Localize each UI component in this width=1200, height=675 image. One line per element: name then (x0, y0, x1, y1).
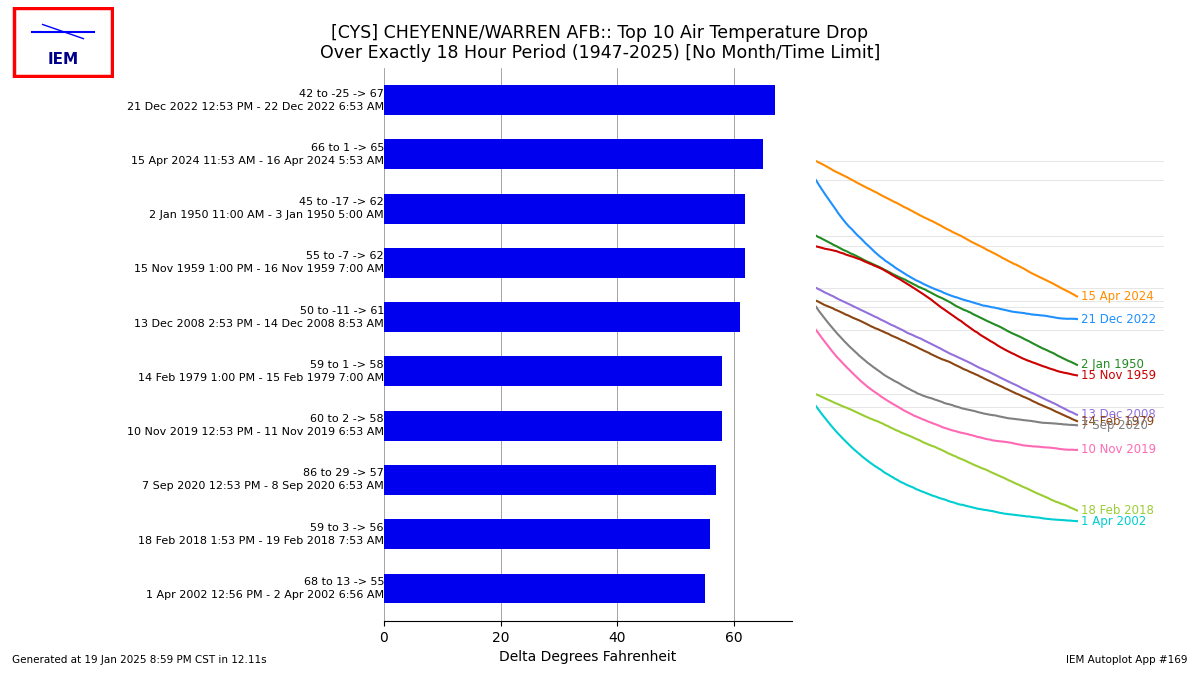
Text: 50 to -11 -> 61: 50 to -11 -> 61 (300, 306, 384, 316)
Text: 21 Dec 2022 12:53 PM - 22 Dec 2022 6:53 AM: 21 Dec 2022 12:53 PM - 22 Dec 2022 6:53 … (127, 101, 384, 111)
Bar (384, 194, 745, 223)
Text: 15 Nov 1959 1:00 PM - 16 Nov 1959 7:00 AM: 15 Nov 1959 1:00 PM - 16 Nov 1959 7:00 A… (134, 265, 384, 274)
Text: 59 to 1 -> 58: 59 to 1 -> 58 (311, 360, 384, 370)
Text: 10 Nov 2019 12:53 PM - 11 Nov 2019 6:53 AM: 10 Nov 2019 12:53 PM - 11 Nov 2019 6:53 … (127, 427, 384, 437)
Text: 59 to 3 -> 56: 59 to 3 -> 56 (311, 522, 384, 533)
Text: 86 to 29 -> 57: 86 to 29 -> 57 (304, 468, 384, 479)
Text: 15 Nov 1959: 15 Nov 1959 (1081, 369, 1157, 382)
Text: 55 to -7 -> 62: 55 to -7 -> 62 (306, 251, 384, 261)
Text: 60 to 2 -> 58: 60 to 2 -> 58 (311, 414, 384, 424)
Text: 66 to 1 -> 65: 66 to 1 -> 65 (311, 143, 384, 153)
Text: 45 to -17 -> 62: 45 to -17 -> 62 (299, 197, 384, 207)
FancyBboxPatch shape (14, 8, 112, 76)
Text: 21 Dec 2022: 21 Dec 2022 (1081, 313, 1157, 325)
Bar (384, 519, 710, 549)
Text: 15 Apr 2024 11:53 AM - 16 Apr 2024 5:53 AM: 15 Apr 2024 11:53 AM - 16 Apr 2024 5:53 … (131, 156, 384, 166)
Text: IEM: IEM (48, 53, 78, 68)
Text: 10 Nov 2019: 10 Nov 2019 (1081, 443, 1157, 456)
Text: 68 to 13 -> 55: 68 to 13 -> 55 (304, 577, 384, 587)
Bar (384, 574, 704, 603)
Text: 15 Apr 2024: 15 Apr 2024 (1081, 290, 1154, 303)
Text: Over Exactly 18 Hour Period (1947-2025) [No Month/Time Limit]: Over Exactly 18 Hour Period (1947-2025) … (320, 44, 880, 62)
Text: 14 Feb 1979 1:00 PM - 15 Feb 1979 7:00 AM: 14 Feb 1979 1:00 PM - 15 Feb 1979 7:00 A… (138, 373, 384, 383)
Text: 2 Jan 1950: 2 Jan 1950 (1081, 358, 1145, 371)
Text: Generated at 19 Jan 2025 8:59 PM CST in 12.11s: Generated at 19 Jan 2025 8:59 PM CST in … (12, 655, 266, 665)
Text: 18 Feb 2018: 18 Feb 2018 (1081, 504, 1154, 517)
Bar (384, 302, 739, 332)
X-axis label: Delta Degrees Fahrenheit: Delta Degrees Fahrenheit (499, 650, 677, 664)
Text: 42 to -25 -> 67: 42 to -25 -> 67 (299, 88, 384, 99)
Text: 7 Sep 2020 12:53 PM - 8 Sep 2020 6:53 AM: 7 Sep 2020 12:53 PM - 8 Sep 2020 6:53 AM (143, 481, 384, 491)
Bar (384, 248, 745, 278)
Text: IEM Autoplot App #169: IEM Autoplot App #169 (1067, 655, 1188, 665)
Text: 13 Dec 2008: 13 Dec 2008 (1081, 408, 1156, 421)
Text: 1 Apr 2002 12:56 PM - 2 Apr 2002 6:56 AM: 1 Apr 2002 12:56 PM - 2 Apr 2002 6:56 AM (146, 590, 384, 600)
Text: 13 Dec 2008 2:53 PM - 14 Dec 2008 8:53 AM: 13 Dec 2008 2:53 PM - 14 Dec 2008 8:53 A… (134, 319, 384, 329)
Bar (384, 410, 722, 441)
Text: 18 Feb 2018 1:53 PM - 19 Feb 2018 7:53 AM: 18 Feb 2018 1:53 PM - 19 Feb 2018 7:53 A… (138, 536, 384, 545)
Text: 2 Jan 1950 11:00 AM - 3 Jan 1950 5:00 AM: 2 Jan 1950 11:00 AM - 3 Jan 1950 5:00 AM (149, 210, 384, 220)
Bar (384, 140, 763, 169)
Text: [CYS] CHEYENNE/WARREN AFB:: Top 10 Air Temperature Drop: [CYS] CHEYENNE/WARREN AFB:: Top 10 Air T… (331, 24, 869, 42)
Bar (384, 465, 716, 495)
Bar (384, 85, 774, 115)
Text: 1 Apr 2002: 1 Apr 2002 (1081, 514, 1147, 528)
Bar (384, 356, 722, 386)
Text: 14 Feb 1979: 14 Feb 1979 (1081, 414, 1154, 427)
Text: 7 Sep 2020: 7 Sep 2020 (1081, 418, 1148, 432)
